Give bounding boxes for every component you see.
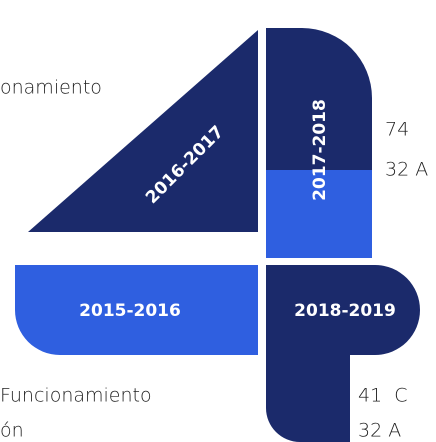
corner-block xyxy=(266,265,420,442)
horizontal-block xyxy=(0,265,258,355)
year-label: 2017-2018 xyxy=(310,99,330,201)
vertical-block-lower xyxy=(266,170,372,258)
text-label: Funcionamiento xyxy=(0,385,152,407)
diagonal-block xyxy=(28,30,258,232)
year-label: 2015-2016 xyxy=(79,301,181,321)
text-label: ón xyxy=(0,420,24,442)
text-label: onamiento xyxy=(0,77,102,99)
text-label: 74 xyxy=(385,119,409,141)
text-label: 32 A xyxy=(358,420,401,442)
text-label: 32 A xyxy=(385,159,428,181)
text-label: 41 C xyxy=(358,385,408,407)
year-label: 2018-2019 xyxy=(294,301,396,321)
